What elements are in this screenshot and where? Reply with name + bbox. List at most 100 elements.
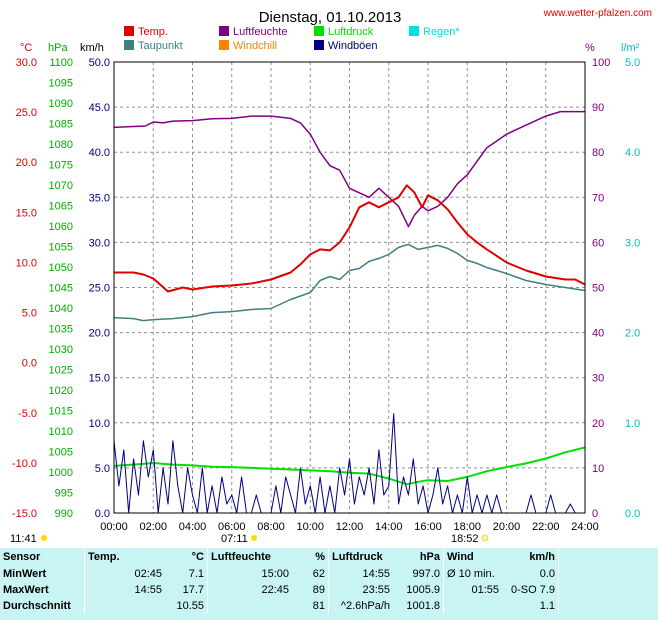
series-line-temp	[114, 184, 586, 293]
temp-axis-tick: 30.0	[16, 57, 37, 69]
header-wind: Wind	[443, 548, 502, 566]
header-pressure-unit: hPa	[419, 551, 440, 563]
legend-label: Windchill	[233, 40, 277, 52]
chart-title: Dienstag, 01.10.2013	[259, 9, 402, 26]
header-empty	[558, 548, 645, 566]
temp-time: 14:55	[84, 582, 165, 598]
humidity-unit-label: %	[585, 42, 595, 54]
legend-label: Regen*	[423, 26, 460, 38]
legend-swatch	[219, 40, 229, 50]
wind-time	[443, 598, 502, 614]
wind-axis-tick: 0.0	[95, 508, 110, 520]
pressure-axis-tick: 1055	[49, 242, 73, 254]
temp-axis-tick: 5.0	[22, 308, 37, 320]
pressure-axis-tick: 1100	[49, 57, 73, 69]
pressure-axis-tick: 1005	[49, 447, 73, 459]
x-axis-tick-labels: 00:00 02:00 04:00 06:00 08:00 10:00 12:00 14:00…	[100, 521, 599, 533]
pressure-value: 1001.8	[406, 600, 440, 612]
stats-row-max: MaxWert 14:55 17.7 22:45 89 23:55 1005.9…	[0, 582, 645, 598]
pressure-axis-tick: 1095	[49, 78, 73, 90]
humidity-axis-tick: 20	[592, 418, 604, 430]
daylength-sun-icon	[41, 535, 47, 541]
header-humidity: Luftfeuchte	[207, 548, 292, 566]
temp-axis-tick: 20.0	[16, 157, 37, 169]
pressure-time: 23:55	[328, 582, 393, 598]
temp-axis-tick: 15.0	[16, 207, 37, 219]
temp-axis-tick: 10.0	[16, 257, 37, 269]
rain-axis-tick: 5.0	[625, 57, 640, 69]
humidity-time: 22:45	[207, 582, 292, 598]
legend-label: Windböen	[328, 40, 378, 52]
wind-unit-label: km/h	[80, 42, 104, 54]
legend-label: Taupunkt	[138, 40, 183, 52]
legend-label: Luftfeuchte	[233, 26, 287, 38]
wind-axis-tick: 10.0	[89, 418, 110, 430]
series-line-windb-en	[113, 413, 585, 514]
pressure-axis-tick: 1070	[49, 180, 73, 192]
axis-unit-labels: °C hPa km/h% l/m²	[20, 42, 640, 54]
x-axis-tick: 16:00	[414, 521, 442, 533]
pressure-unit-label: hPa	[48, 42, 68, 54]
humidity-axis-tick: 70	[592, 192, 604, 204]
sunrise-sun-icon	[251, 535, 257, 541]
wind-time: Ø 10 min.	[443, 566, 502, 582]
weather-chart: Dienstag, 01.10.2013 www.wetter-pfalzen.…	[10, 8, 652, 545]
humidity-axis-tick: 10	[592, 463, 604, 475]
pressure-axis-tick: 1040	[49, 303, 73, 315]
pressure-axis-tick: 1025	[49, 365, 73, 377]
daylength-label: 11:41	[10, 533, 37, 545]
chart-series	[113, 110, 586, 514]
wind-axis-tick: 50.0	[89, 57, 110, 69]
row-label: MaxWert	[3, 584, 49, 596]
row-label: MinWert	[3, 568, 47, 580]
stats-header-row: Sensor Temp. °C Luftfeuchte % Luftdruck …	[0, 548, 645, 566]
x-axis-tick: 00:00	[100, 521, 128, 533]
x-axis-tick: 12:00	[336, 521, 364, 533]
header-wind-unit: km/h	[529, 551, 555, 563]
wind-value: 1.1	[539, 600, 555, 612]
legend-swatch	[124, 26, 134, 36]
wind-value: 0-SO 7.9	[510, 584, 555, 596]
x-axis-tick: 04:00	[179, 521, 207, 533]
sun-times: 11:41 07:11 18:52	[10, 533, 489, 545]
temp-axis-tick: 0.0	[22, 358, 37, 370]
wind-axis-tick: 20.0	[89, 328, 110, 340]
x-axis-tick: 02:00	[139, 521, 167, 533]
legend-swatch	[314, 26, 324, 36]
humidity-axis-tick: 80	[592, 147, 604, 159]
humidity-axis-tick: 50	[592, 283, 604, 295]
wind-axis-tick: 45.0	[89, 102, 110, 114]
humidity-value: 62	[312, 568, 325, 580]
statistics-table: Sensor Temp. °C Luftfeuchte % Luftdruck …	[0, 548, 645, 614]
wind-axis-tick: 5.0	[95, 463, 110, 475]
temp-value: 7.1	[188, 568, 204, 580]
humidity-axis-tick: 90	[592, 102, 604, 114]
sunset-sun-icon	[481, 534, 489, 542]
source-link[interactable]: www.wetter-pfalzen.com	[543, 8, 652, 19]
pressure-time: ^2.6hPa/h	[328, 598, 393, 614]
temp-axis-tick: -10.0	[12, 458, 37, 470]
wind-axis-tick: 15.0	[89, 373, 110, 385]
series-line-luftdruck	[113, 446, 585, 486]
temp-axis-tick: -15.0	[12, 508, 37, 520]
plot-frame	[113, 61, 586, 514]
sunset-label: 18:52	[451, 533, 479, 545]
pressure-axis-tick: 990	[55, 508, 73, 520]
pressure-axis-tick: 1080	[49, 139, 73, 151]
series-line-luftfeuchte	[113, 110, 585, 228]
wind-axis-tick: 40.0	[89, 147, 110, 159]
wind-axis-tick: 35.0	[89, 192, 110, 204]
legend-label: Temp.	[138, 26, 168, 38]
temp-axis-tick: 25.0	[16, 107, 37, 119]
legend-swatch	[124, 40, 134, 50]
wind-axis-tick: 25.0	[89, 283, 110, 295]
legend-swatch	[409, 26, 419, 36]
pressure-time: 14:55	[328, 566, 393, 582]
pressure-axis-tick: 1035	[49, 324, 73, 336]
row-label: Durchschnitt	[3, 600, 71, 612]
humidity-axis-tick: 100	[592, 57, 610, 69]
temp-axis-tick: -5.0	[18, 408, 37, 420]
x-axis-tick: 10:00	[296, 521, 324, 533]
rain-axis-tick: 1.0	[625, 418, 640, 430]
temp-value: 17.7	[182, 584, 204, 596]
